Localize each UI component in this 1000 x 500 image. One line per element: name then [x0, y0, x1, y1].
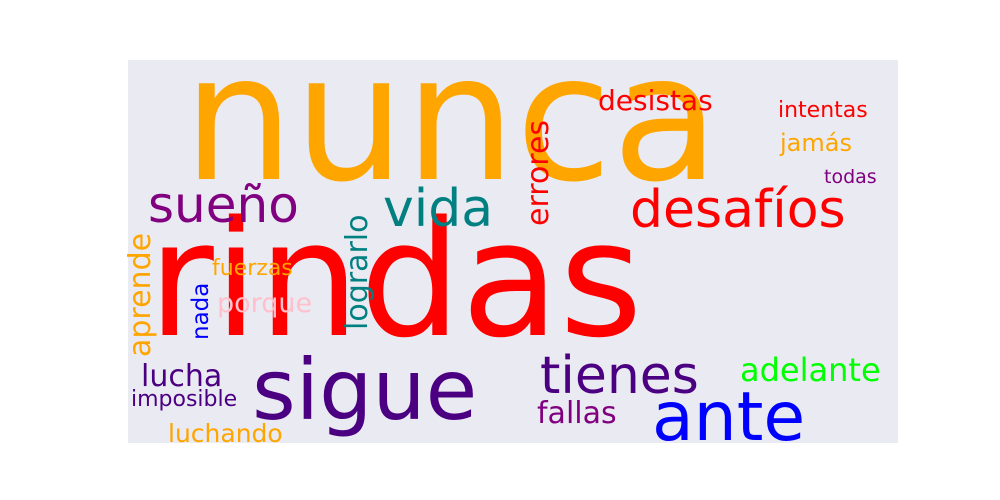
word-jamas: jamás — [780, 129, 852, 157]
word-cloud-background — [128, 60, 898, 443]
word-lograrlo: lograrlo — [340, 214, 375, 330]
word-rindas: rindas — [148, 186, 643, 373]
word-sigue: sigue — [252, 341, 478, 439]
word-luchando: luchando — [168, 419, 283, 448]
word-imposible: imposible — [131, 387, 238, 412]
word-vida: vida — [383, 179, 494, 239]
word-aprende: aprende — [123, 232, 158, 357]
word-adelante: adelante — [740, 351, 881, 389]
word-ante: ante — [652, 378, 806, 457]
word-porque: porque — [217, 288, 313, 319]
word-lucha: lucha — [141, 359, 223, 394]
word-nada: nada — [188, 282, 214, 340]
word-desafios: desafíos — [630, 180, 846, 240]
word-errores: errores — [521, 119, 556, 226]
word-desistas: desistas — [598, 84, 713, 117]
word-sueno: sueño — [148, 176, 299, 234]
word-intentas: intentas — [778, 98, 868, 123]
word-todas: todas — [824, 166, 877, 188]
word-fallas: fallas — [537, 396, 617, 431]
word-nunca: nunca — [183, 18, 720, 221]
word-fuerzas: fuerzas — [212, 256, 293, 281]
word-tienes: tienes — [540, 346, 699, 406]
